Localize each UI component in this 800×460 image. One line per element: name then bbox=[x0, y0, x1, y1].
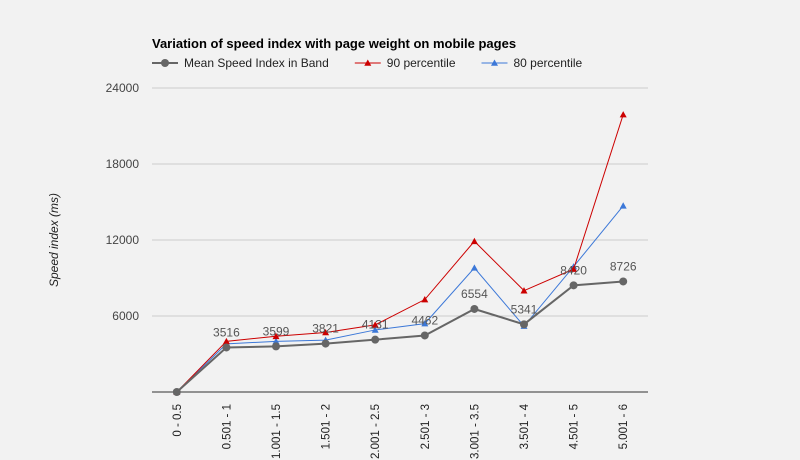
data-point[interactable] bbox=[371, 335, 380, 344]
legend-label: 80 percentile bbox=[514, 56, 583, 70]
legend: Mean Speed Index in Band 90 percentile 80 … bbox=[152, 56, 583, 70]
y-tick-label: 6000 bbox=[112, 309, 139, 323]
y-tick-label: 24000 bbox=[106, 81, 140, 95]
data-point[interactable] bbox=[421, 296, 429, 303]
legend-item-90-percentile[interactable]: 90 percentile bbox=[354, 56, 456, 70]
data-label: 8726 bbox=[610, 259, 637, 273]
series-line bbox=[176, 280, 624, 393]
data-point[interactable] bbox=[470, 264, 478, 271]
x-tick-label: 2.501 - 3 bbox=[420, 404, 432, 449]
data-label: 4462 bbox=[411, 313, 438, 327]
data-point[interactable] bbox=[420, 331, 429, 340]
legend-marker bbox=[364, 59, 372, 66]
legend-label: 90 percentile bbox=[387, 56, 456, 70]
y-tick-label: 12000 bbox=[106, 233, 140, 247]
x-tick-label: 3.001 - 3.5 bbox=[469, 404, 481, 459]
data-point[interactable] bbox=[619, 111, 627, 118]
legend-item-mean-speed-index-in-band[interactable]: Mean Speed Index in Band bbox=[152, 56, 329, 70]
data-point[interactable] bbox=[371, 321, 379, 328]
series-80-percentile bbox=[173, 202, 627, 395]
data-label: 6554 bbox=[461, 287, 488, 301]
data-point[interactable] bbox=[371, 326, 379, 333]
x-tick-label: 1.501 - 2 bbox=[321, 404, 333, 449]
series-line bbox=[176, 205, 624, 393]
data-point[interactable] bbox=[619, 277, 628, 286]
data-labels: 3516 3599 3821 4131 4462 6554 5341 8420 8726 bbox=[213, 259, 637, 339]
legend-item-80-percentile[interactable]: 80 percentile bbox=[481, 56, 583, 70]
x-tick-label: 3.501 - 4 bbox=[519, 403, 531, 449]
y-axis-ticks: 6000 12000 18000 24000 bbox=[106, 81, 140, 323]
series-group bbox=[172, 111, 628, 396]
data-point[interactable] bbox=[569, 281, 578, 290]
x-tick-label: 4.501 - 5 bbox=[569, 404, 581, 449]
legend-marker bbox=[161, 59, 169, 67]
x-tick-label: 0.501 - 1 bbox=[221, 404, 233, 449]
data-point[interactable] bbox=[321, 339, 330, 348]
x-axis-ticks: 0 - 0.5 0.501 - 1 1.001 - 1.5 1.501 - 2 2.00… bbox=[172, 403, 630, 459]
data-point[interactable] bbox=[272, 337, 280, 345]
series-mean-speed-index-in-band bbox=[172, 277, 628, 396]
data-point[interactable] bbox=[272, 332, 280, 340]
data-label: 8420 bbox=[560, 263, 587, 277]
data-point[interactable] bbox=[421, 320, 429, 327]
legend-marker bbox=[491, 59, 498, 66]
series-line bbox=[176, 114, 624, 393]
x-tick-label: 1.001 - 1.5 bbox=[271, 404, 283, 459]
x-tick-label: 5.001 - 6 bbox=[618, 404, 630, 449]
data-label: 3821 bbox=[312, 322, 339, 336]
data-label: 3516 bbox=[213, 325, 240, 339]
data-point[interactable] bbox=[272, 342, 280, 351]
data-label: 5341 bbox=[511, 302, 538, 316]
data-label: 3599 bbox=[263, 324, 290, 338]
data-point[interactable] bbox=[520, 320, 528, 329]
legend-label: Mean Speed Index in Band bbox=[184, 56, 329, 70]
y-axis-label: Speed index (ms) bbox=[47, 193, 61, 287]
data-point[interactable] bbox=[570, 265, 578, 272]
x-tick-label: 0 - 0.5 bbox=[172, 404, 184, 437]
y-tick-label: 18000 bbox=[106, 157, 140, 171]
data-point[interactable] bbox=[520, 287, 528, 294]
data-label: 4131 bbox=[362, 318, 389, 332]
data-point[interactable] bbox=[470, 237, 478, 245]
series-90-percentile bbox=[173, 111, 627, 395]
data-point[interactable] bbox=[470, 304, 479, 313]
gridlines bbox=[152, 87, 648, 317]
chart-title: Variation of speed index with page weigh… bbox=[152, 36, 516, 51]
data-point[interactable] bbox=[619, 202, 627, 209]
data-point[interactable] bbox=[222, 343, 231, 352]
data-point[interactable] bbox=[172, 388, 181, 396]
data-point[interactable] bbox=[222, 337, 230, 345]
x-tick-label: 2.001 - 2.5 bbox=[370, 404, 382, 459]
data-point[interactable] bbox=[322, 328, 330, 336]
